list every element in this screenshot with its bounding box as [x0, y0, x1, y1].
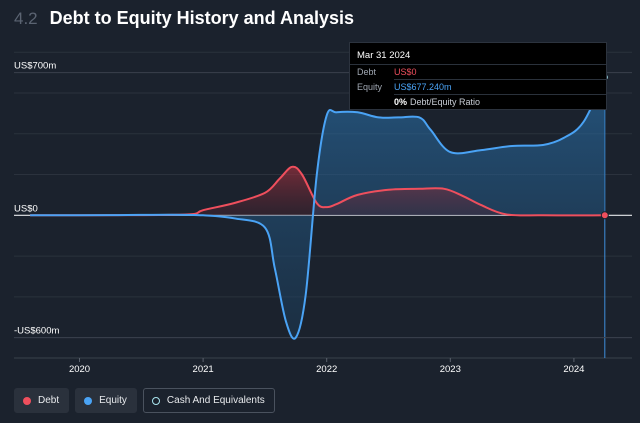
legend-cash-label: Cash And Equivalents: [166, 395, 265, 406]
equity-dot-icon: [84, 396, 93, 405]
legend-item-debt[interactable]: Debt: [14, 388, 70, 413]
tooltip-debt-value: US$0: [394, 67, 417, 77]
legend-debt-label: Debt: [38, 395, 60, 406]
tooltip-equity-row: Equity US$677.240m: [357, 81, 452, 93]
chart-header: 4.2 Debt to Equity History and Analysis: [14, 8, 354, 32]
cash-dot-icon: [151, 396, 160, 405]
x-tick-label: 2023: [440, 364, 461, 375]
y-tick-label: US$0: [14, 203, 38, 214]
chart-lines: [30, 76, 606, 340]
tooltip-divider: [394, 94, 606, 95]
debt-dot-icon: [23, 396, 31, 405]
tooltip-equity-value: US$677.240m: [394, 82, 452, 92]
x-tick-label: 2021: [193, 364, 214, 375]
x-tick-label: 2024: [563, 364, 584, 375]
debt-point-marker: [600, 211, 609, 220]
chart-title: Debt to Equity History and Analysis: [49, 8, 355, 28]
tooltip-divider: [350, 64, 606, 65]
x-tick-label: 2020: [69, 364, 90, 375]
tooltip-ratio-row: 0% Debt/Equity Ratio: [394, 96, 480, 108]
debt-area: [30, 166, 605, 216]
legend-item-equity[interactable]: Equity: [75, 388, 137, 413]
legend-equity-label: Equity: [99, 395, 127, 406]
tooltip-ratio-label: Debt/Equity Ratio: [410, 97, 481, 107]
chart-areas: [30, 77, 605, 339]
tooltip-divider: [394, 79, 606, 80]
tooltip-debt-row: Debt US$0: [357, 66, 417, 78]
y-axis: US$700m US$0 -US$600m: [14, 61, 59, 337]
tooltip-equity-label: Equity: [357, 82, 383, 92]
x-axis: 2020 2021 2022 2023 2024: [69, 358, 584, 375]
equity-line: [30, 76, 606, 340]
debt-line: [30, 165, 605, 217]
x-tick-label: 2022: [316, 364, 337, 375]
chart-legend: Debt Equity Cash And Equivalents: [14, 388, 275, 413]
y-tick-label: US$700m: [14, 61, 56, 72]
chart-tooltip: Mar 31 2024 Debt US$0 Equity US$677.240m…: [349, 42, 607, 110]
tooltip-ratio-value: 0%: [394, 97, 408, 107]
tooltip-date: Mar 31 2024: [357, 50, 411, 61]
legend-item-cash-and-equivalents[interactable]: Cash And Equivalents: [142, 388, 275, 413]
y-tick-label: -US$600m: [14, 326, 59, 337]
tooltip-debt-label: Debt: [357, 67, 377, 77]
section-number: 4.2: [14, 9, 38, 28]
